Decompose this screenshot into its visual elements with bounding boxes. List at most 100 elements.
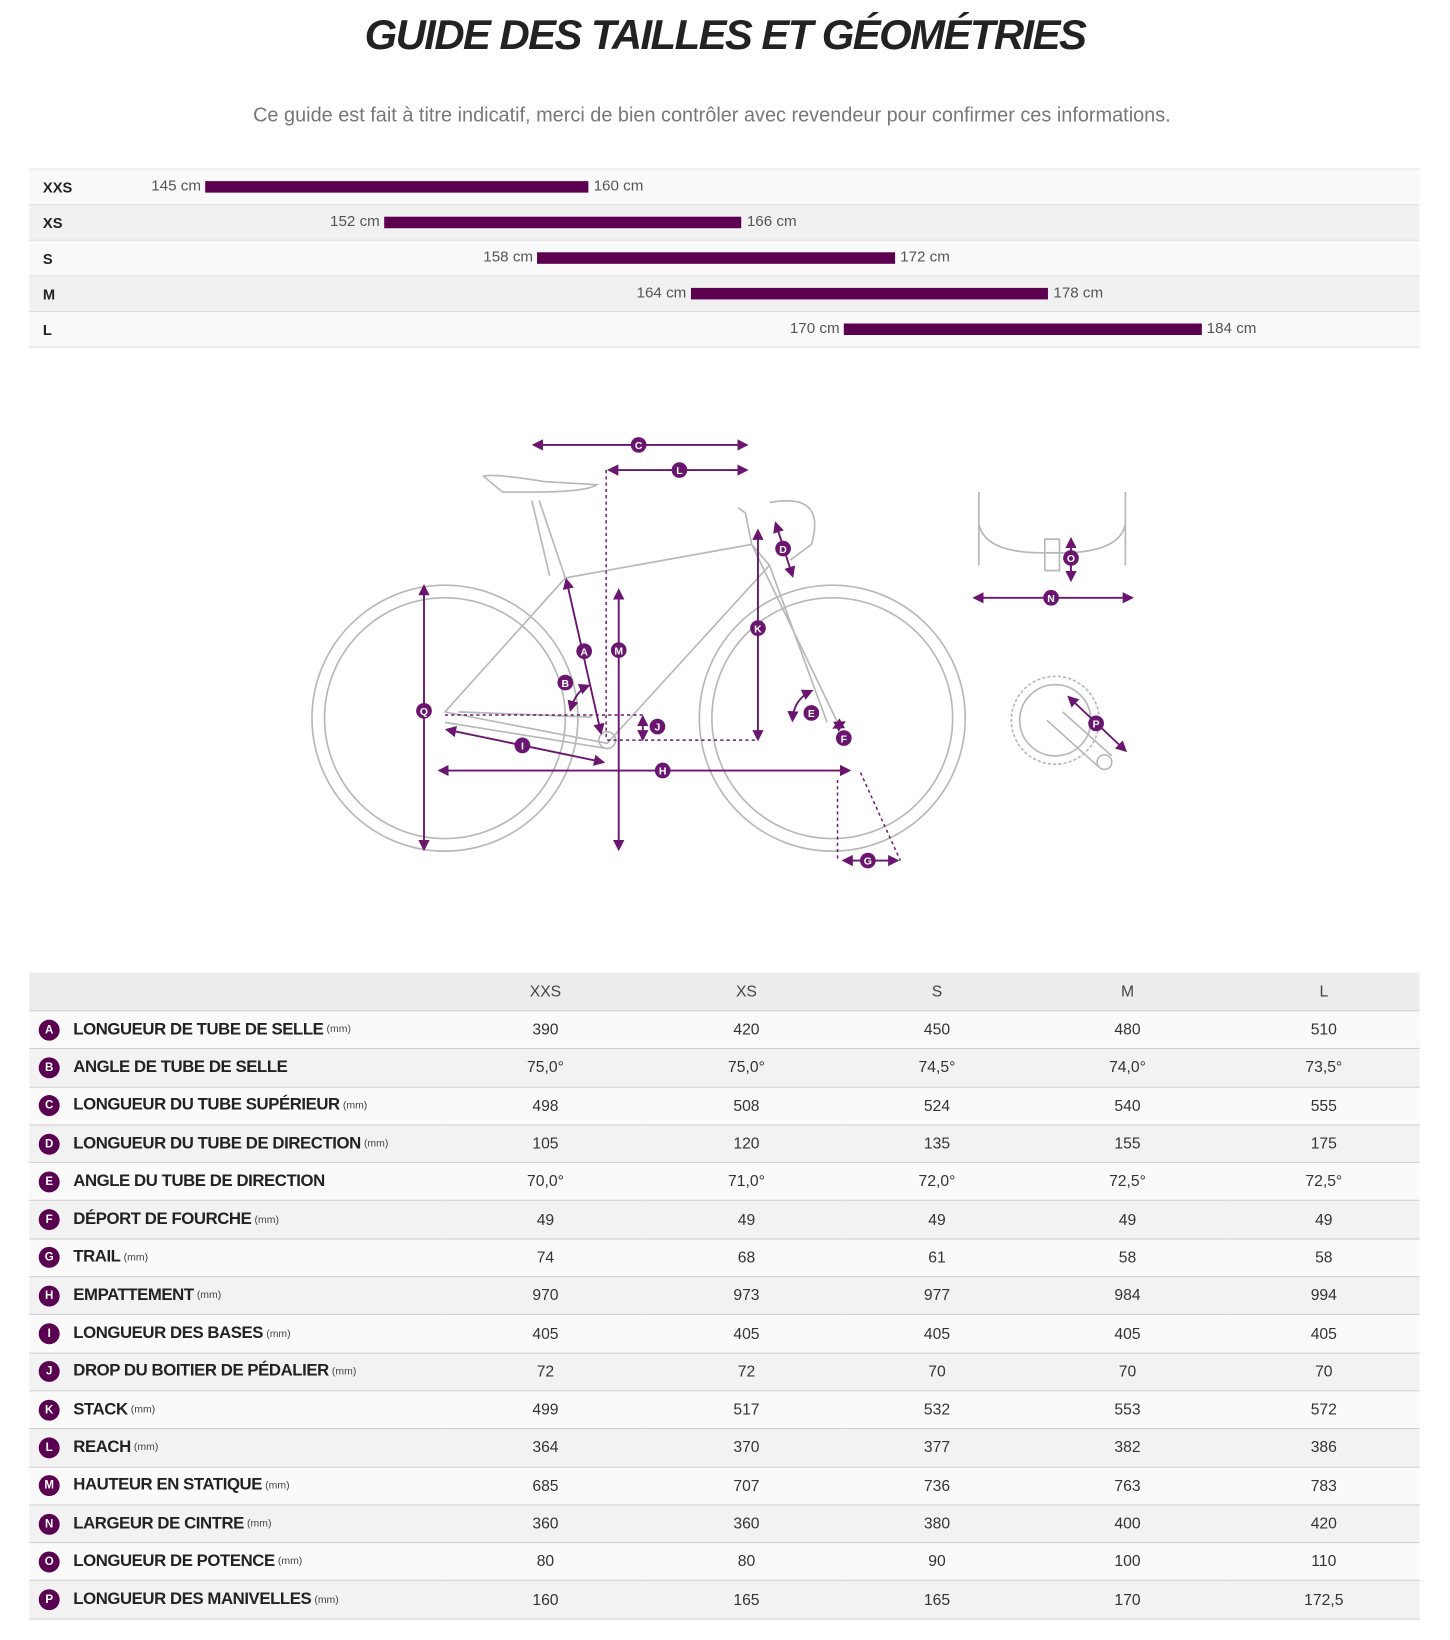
value-cell: 80 [444, 1542, 646, 1582]
value-cell: 74 [444, 1238, 646, 1278]
value-cell: 135 [846, 1124, 1028, 1164]
min-height: 158 cm [483, 249, 534, 266]
parameter-name: LARGEUR DE CINTRE [73, 1514, 244, 1533]
height-range-bar [690, 287, 1049, 300]
min-height: 152 cm [330, 213, 380, 231]
value-cell: 405 [645, 1314, 847, 1354]
size-row: M 164 cm 178 cm [29, 276, 1420, 312]
value-cell: 994 [1228, 1276, 1420, 1316]
diagram-label-e-marker [803, 705, 820, 721]
parameter-key-badge: L [38, 1437, 60, 1459]
column-header: XS [645, 972, 847, 1012]
parameter-key-badge: J [38, 1361, 60, 1383]
parameter-name: EMPATTEMENT [73, 1286, 194, 1305]
min-height: 170 cm [789, 320, 840, 338]
value-cell: 74,5° [846, 1048, 1028, 1088]
diagram-label-l-marker [671, 462, 688, 478]
parameter-cell: K STACK (mm) [29, 1390, 445, 1430]
column-header: M [1027, 972, 1229, 1012]
diagram-label-i-marker [514, 737, 531, 754]
header-blank [29, 972, 445, 1012]
size-label: XXS [42, 179, 73, 196]
value-cell: 61 [846, 1238, 1028, 1278]
parameter-unit: (mm) [331, 1366, 357, 1378]
diagram-label-a-marker [576, 643, 593, 660]
value-cell: 405 [444, 1314, 646, 1354]
value-cell: 100 [1027, 1542, 1229, 1582]
parameter-unit: (mm) [130, 1404, 156, 1416]
parameter-name: LONGUEUR DE POTENCE [73, 1552, 275, 1571]
max-height: 160 cm [593, 177, 644, 195]
diagram-label-l: L [676, 466, 683, 477]
parameter-unit: (mm) [342, 1100, 368, 1112]
parameter-key-badge: I [38, 1323, 60, 1345]
value-cell: 58 [1027, 1238, 1229, 1278]
value-cell: 49 [1027, 1200, 1229, 1240]
parameter-unit: (mm) [266, 1328, 291, 1340]
column-header: XXS [444, 972, 646, 1012]
value-cell: 400 [1027, 1504, 1229, 1544]
parameter-key-badge: B [38, 1057, 60, 1079]
value-cell: 405 [846, 1314, 1028, 1354]
value-cell: 73,5° [1228, 1048, 1420, 1088]
value-cell: 170 [1027, 1580, 1229, 1620]
parameter-name: TRAIL [73, 1248, 121, 1267]
value-cell: 49 [444, 1200, 646, 1240]
diagram-label-q-marker [416, 702, 432, 719]
value-cell: 405 [1228, 1314, 1420, 1354]
parameter-cell: D LONGUEUR DU TUBE DE DIRECTION (mm) [29, 1124, 445, 1164]
diagram-label-k: K [754, 624, 762, 635]
bike-frame-drawing [311, 474, 1127, 852]
parameter-unit: (mm) [196, 1290, 222, 1302]
value-cell: 58 [1228, 1238, 1420, 1278]
diagram-label-g: G [864, 857, 872, 868]
value-cell: 90 [846, 1542, 1028, 1582]
value-cell: 499 [444, 1390, 646, 1430]
parameter-key-badge: H [38, 1285, 60, 1307]
table-row: P LONGUEUR DES MANIVELLES (mm) 160 165 165 170… [29, 1580, 1420, 1620]
diagram-label-f-marker [835, 730, 852, 746]
parameter-cell: F DÉPORT DE FOURCHE (mm) [29, 1200, 445, 1240]
diagram-label-m-marker [610, 642, 627, 658]
diagram-label-c-marker [630, 437, 647, 453]
value-cell: 420 [1228, 1504, 1420, 1544]
parameter-unit: (mm) [123, 1252, 149, 1264]
parameter-key-badge: N [38, 1513, 60, 1535]
parameter-name: LONGUEUR DES MANIVELLES [73, 1590, 312, 1609]
size-label: XS [42, 214, 63, 232]
parameter-name: LONGUEUR DES BASES [73, 1324, 264, 1343]
table-row: K STACK (mm) 499 517 532 553 572 [29, 1390, 1420, 1430]
value-cell: 75,0° [645, 1048, 847, 1088]
diagram-label-i: I [521, 742, 524, 753]
page-title: GUIDE DES TAILLES ET GÉOMÉTRIES [364, 12, 1087, 59]
value-cell: 480 [1027, 1010, 1229, 1050]
value-cell: 70 [846, 1352, 1028, 1392]
value-cell: 973 [645, 1276, 847, 1316]
value-cell: 386 [1228, 1428, 1420, 1468]
value-cell: 160 [444, 1580, 646, 1620]
value-cell: 572 [1228, 1390, 1420, 1430]
value-cell: 364 [444, 1428, 646, 1468]
value-cell: 553 [1027, 1390, 1229, 1430]
diagram-label-f: F [841, 734, 847, 745]
min-height: 145 cm [151, 177, 202, 195]
diagram-label-m: M [614, 646, 623, 657]
diagram-label-d: D [779, 545, 787, 556]
parameter-key-badge: E [38, 1171, 60, 1193]
parameter-name: DROP DU BOITIER DE PÉDALIER [73, 1362, 329, 1381]
parameter-key-badge: D [38, 1133, 60, 1155]
table-row: J DROP DU BOITIER DE PÉDALIER (mm) 72 72 70 70… [29, 1352, 1420, 1392]
diagram-label-o: O [1067, 554, 1075, 565]
value-cell: 72,0° [846, 1162, 1028, 1202]
value-cell: 105 [444, 1124, 646, 1164]
table-row: N LARGEUR DE CINTRE (mm) 360 360 380 400 420 [29, 1504, 1420, 1544]
diagram-label-p-marker [1088, 715, 1104, 732]
parameter-key-badge: P [38, 1589, 60, 1611]
size-label: S [42, 250, 53, 267]
min-height: 164 cm [636, 284, 687, 302]
value-cell: 517 [645, 1390, 847, 1430]
parameter-name: STACK [73, 1400, 128, 1419]
parameter-cell: P LONGUEUR DES MANIVELLES (mm) [29, 1580, 445, 1620]
value-cell: 165 [846, 1580, 1028, 1620]
value-cell: 70 [1027, 1352, 1229, 1392]
